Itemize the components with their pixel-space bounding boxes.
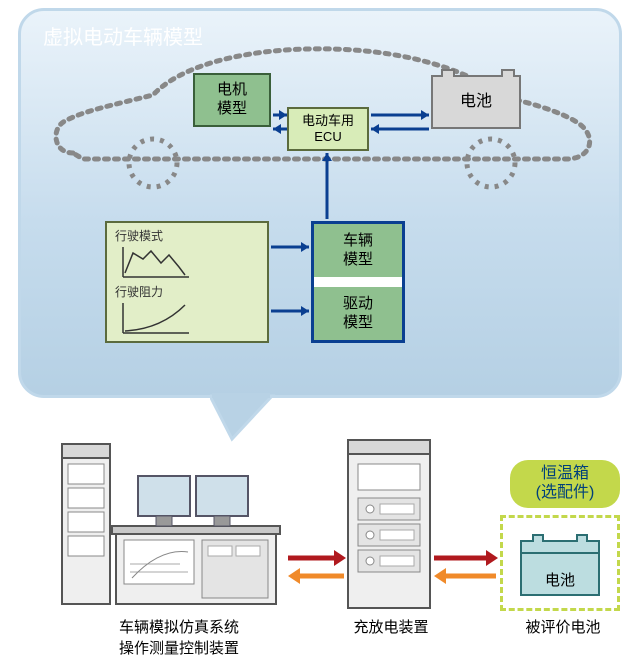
sim-system-label: 车辆模拟仿真系统 操作测量控制装置 <box>104 616 254 658</box>
eval-battery-label: 被评价电池 <box>488 616 638 637</box>
charger-label: 充放电装置 <box>316 616 466 637</box>
hw-arrows-icon <box>0 0 640 661</box>
